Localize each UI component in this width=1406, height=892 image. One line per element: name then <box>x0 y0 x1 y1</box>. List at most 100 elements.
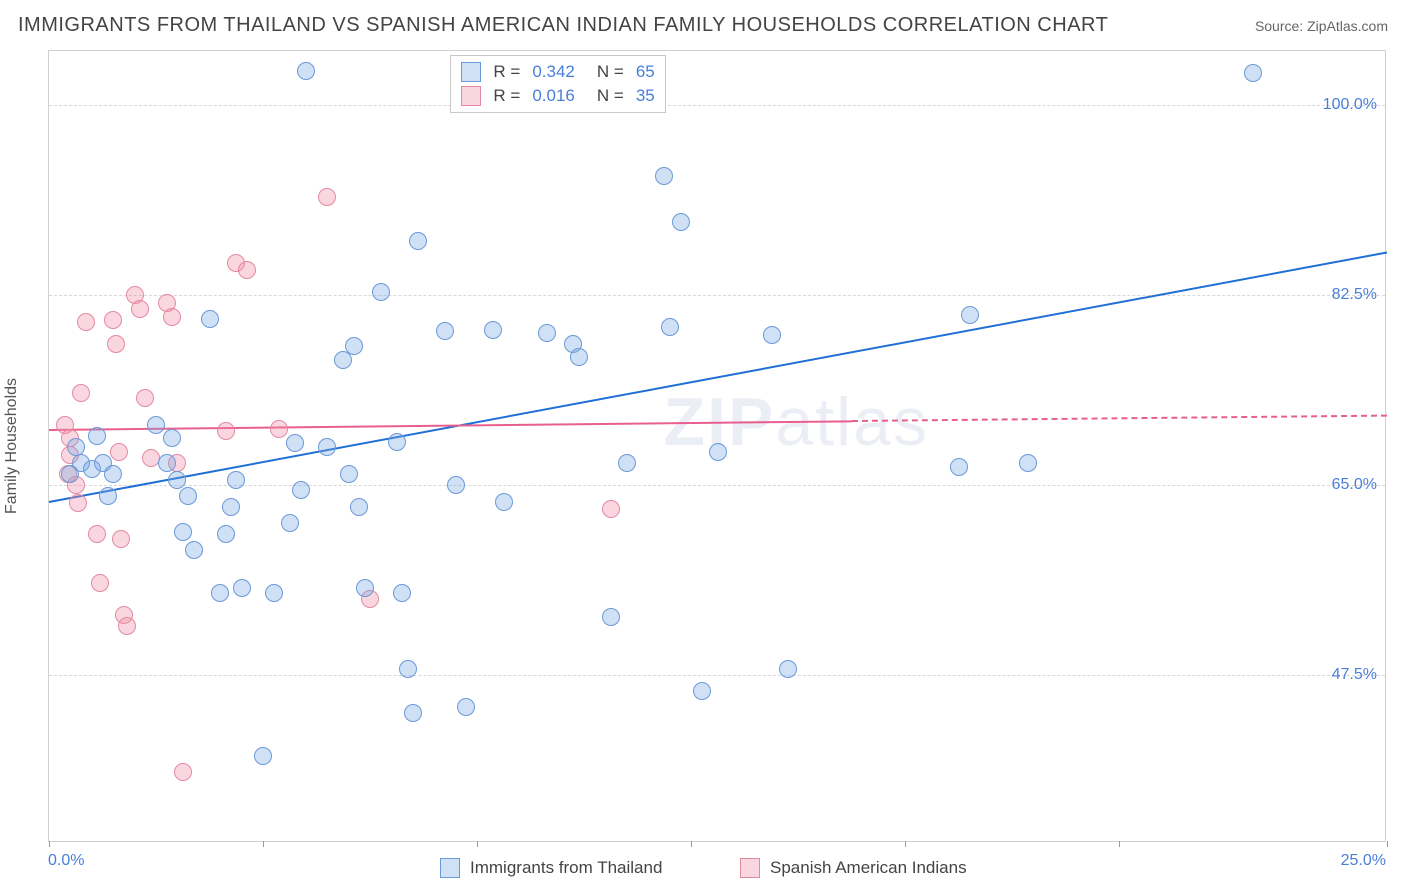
data-point-blue <box>147 416 165 434</box>
data-point-blue <box>179 487 197 505</box>
y-tick-label: 82.5% <box>1332 286 1377 304</box>
data-point-blue <box>661 318 679 336</box>
x-tick <box>1387 841 1388 847</box>
data-point-blue <box>88 427 106 445</box>
data-point-pink <box>318 188 336 206</box>
data-point-pink <box>136 389 154 407</box>
gridline-h <box>49 675 1385 676</box>
data-point-pink <box>131 300 149 318</box>
data-point-pink <box>88 525 106 543</box>
data-point-blue <box>388 433 406 451</box>
x-tick <box>905 841 906 847</box>
r-label: R = <box>493 86 520 106</box>
data-point-blue <box>372 283 390 301</box>
data-point-blue <box>950 458 968 476</box>
data-point-pink <box>104 311 122 329</box>
data-point-blue <box>393 584 411 602</box>
trend-line <box>852 414 1387 421</box>
data-point-blue <box>409 232 427 250</box>
data-point-blue <box>538 324 556 342</box>
data-point-blue <box>447 476 465 494</box>
data-point-pink <box>91 574 109 592</box>
data-point-blue <box>457 698 475 716</box>
n-value[interactable]: 35 <box>636 86 655 106</box>
data-point-blue <box>436 322 454 340</box>
data-point-blue <box>1019 454 1037 472</box>
data-point-blue <box>158 454 176 472</box>
n-label: N = <box>597 62 624 82</box>
data-point-blue <box>495 493 513 511</box>
data-point-blue <box>709 443 727 461</box>
r-label: R = <box>493 62 520 82</box>
data-point-blue <box>201 310 219 328</box>
data-point-pink <box>72 384 90 402</box>
data-point-pink <box>69 494 87 512</box>
data-point-pink <box>118 617 136 635</box>
chart-source: Source: ZipAtlas.com <box>1255 18 1388 34</box>
n-value[interactable]: 65 <box>636 62 655 82</box>
legend-label-pink: Spanish American Indians <box>770 858 967 878</box>
data-point-blue <box>655 167 673 185</box>
r-value[interactable]: 0.016 <box>532 86 575 106</box>
x-tick <box>49 841 50 847</box>
stats-legend: R = 0.342 N = 65 R = 0.016 N = 35 <box>450 55 665 113</box>
data-point-pink <box>238 261 256 279</box>
data-point-blue <box>602 608 620 626</box>
data-point-blue <box>185 541 203 559</box>
data-point-blue <box>104 465 122 483</box>
stats-row-blue: R = 0.342 N = 65 <box>461 60 654 84</box>
data-point-blue <box>168 471 186 489</box>
source-value[interactable]: ZipAtlas.com <box>1307 18 1388 34</box>
data-point-blue <box>281 514 299 532</box>
r-value[interactable]: 0.342 <box>532 62 575 82</box>
stats-row-pink: R = 0.016 N = 35 <box>461 84 654 108</box>
x-tick-1: 25.0% <box>1341 852 1386 870</box>
data-point-blue <box>174 523 192 541</box>
y-tick-label: 47.5% <box>1332 666 1377 684</box>
legend-item-pink: Spanish American Indians <box>740 858 967 878</box>
gridline-h <box>49 295 1385 296</box>
x-tick <box>263 841 264 847</box>
data-point-pink <box>270 420 288 438</box>
data-point-blue <box>399 660 417 678</box>
data-point-blue <box>350 498 368 516</box>
data-point-blue <box>1244 64 1262 82</box>
data-point-blue <box>618 454 636 472</box>
data-point-blue <box>265 584 283 602</box>
n-label: N = <box>597 86 624 106</box>
data-point-blue <box>484 321 502 339</box>
data-point-blue <box>570 348 588 366</box>
data-point-pink <box>112 530 130 548</box>
data-point-pink <box>174 763 192 781</box>
data-point-blue <box>292 481 310 499</box>
legend-item-blue: Immigrants from Thailand <box>440 858 662 878</box>
data-point-blue <box>345 337 363 355</box>
data-point-blue <box>99 487 117 505</box>
data-point-blue <box>763 326 781 344</box>
data-point-blue <box>254 747 272 765</box>
legend-label-blue: Immigrants from Thailand <box>470 858 662 878</box>
chart-header: IMMIGRANTS FROM THAILAND VS SPANISH AMER… <box>18 14 1388 37</box>
data-point-blue <box>67 438 85 456</box>
data-point-pink <box>77 313 95 331</box>
data-point-pink <box>110 443 128 461</box>
legend-swatch-blue <box>440 858 460 878</box>
data-point-blue <box>222 498 240 516</box>
data-point-blue <box>286 434 304 452</box>
x-tick <box>691 841 692 847</box>
y-axis-title: Family Households <box>3 378 21 514</box>
data-point-blue <box>233 579 251 597</box>
data-point-blue <box>672 213 690 231</box>
data-point-blue <box>356 579 374 597</box>
legend-swatch-pink <box>740 858 760 878</box>
trend-line <box>49 252 1387 503</box>
y-tick-label: 65.0% <box>1332 476 1377 494</box>
source-label: Source: <box>1255 18 1307 34</box>
data-point-blue <box>297 62 315 80</box>
data-point-blue <box>318 438 336 456</box>
chart-title: IMMIGRANTS FROM THAILAND VS SPANISH AMER… <box>18 14 1108 37</box>
data-point-blue <box>779 660 797 678</box>
data-point-blue <box>163 429 181 447</box>
x-tick-0: 0.0% <box>48 852 84 870</box>
data-point-blue <box>61 465 79 483</box>
